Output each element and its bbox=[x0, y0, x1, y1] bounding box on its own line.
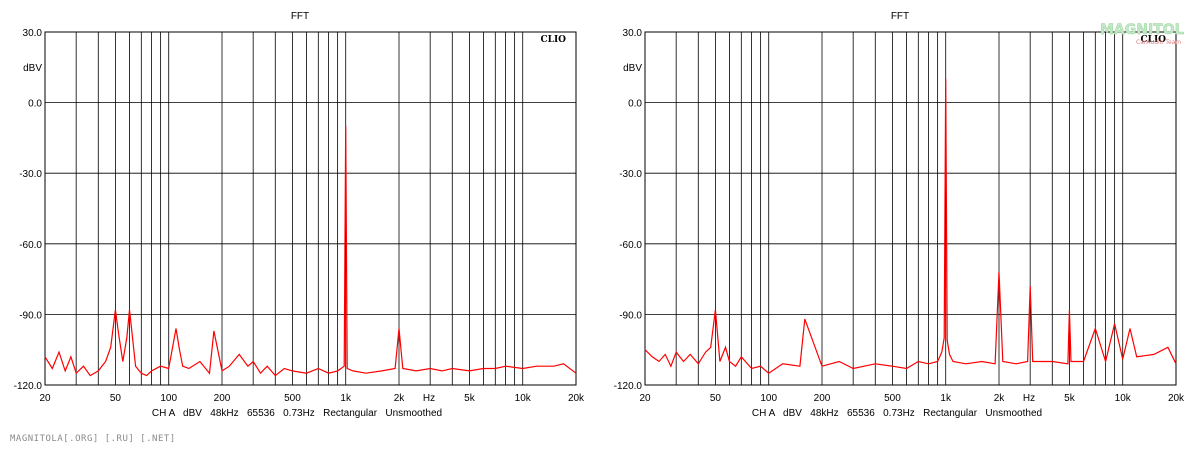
fft-chart-right-svg: FFT 30.0 0.0 -30.0 -60.0 -90.0 -120.0 20 50 100… bbox=[614, 11, 1185, 419]
clio-brand: CLIO bbox=[1140, 35, 1166, 45]
y-tick-label: 0.0 bbox=[628, 99, 642, 110]
x-tick-label: 5k bbox=[1064, 393, 1076, 404]
fft-chart-left: FFT 30.0 0.0 -30.0 -60.0 -90.0 -120.0 20 50 100… bbox=[0, 0, 600, 430]
logo-subtext: CarAudio Team bbox=[1136, 39, 1181, 46]
chart-footer: CH A dBV 48kHz 65536 0.73Hz Rectangular … bbox=[152, 408, 442, 419]
x-tick-label: 200 bbox=[814, 393, 831, 404]
y-tick-label: -90.0 bbox=[619, 310, 642, 321]
x-unit-label: Hz bbox=[423, 393, 435, 404]
x-tick-label: 20 bbox=[639, 393, 651, 404]
y-tick-label: 30.0 bbox=[23, 28, 43, 39]
y-tick-label: -90.0 bbox=[19, 310, 42, 321]
fft-chart-left-svg: FFT 30.0 0.0 -30.0 -60.0 -90.0 -120.0 20 50 100… bbox=[14, 11, 585, 419]
y-tick-label: 30.0 bbox=[623, 28, 643, 39]
fft-trace bbox=[644, 79, 1177, 374]
x-tick-label: 200 bbox=[214, 393, 231, 404]
y-tick-label: -120.0 bbox=[14, 381, 43, 392]
x-tick-label: 10k bbox=[1115, 393, 1132, 404]
chart-title: FFT bbox=[891, 11, 909, 22]
magnitola-logo: MAGNITOLA CarAudio Team bbox=[1100, 22, 1184, 46]
y-tick-label: -60.0 bbox=[19, 240, 42, 251]
x-tick-label: 50 bbox=[110, 393, 122, 404]
y-tick-label: -120.0 bbox=[614, 381, 643, 392]
clio-brand: CLIO bbox=[540, 35, 566, 45]
x-tick-label: 20k bbox=[568, 393, 585, 404]
x-unit-label: Hz bbox=[1023, 393, 1035, 404]
footer-watermark: MAGNITOLA[.ORG] [.RU] [.NET] bbox=[10, 434, 176, 444]
x-tick-label: 1k bbox=[340, 393, 352, 404]
y-tick-label: 0.0 bbox=[28, 99, 42, 110]
x-tick-label: 20 bbox=[39, 393, 51, 404]
y-tick-label: -60.0 bbox=[619, 240, 642, 251]
x-tick-label: 500 bbox=[284, 393, 301, 404]
x-tick-label: 10k bbox=[515, 393, 532, 404]
y-unit-label: dBV bbox=[623, 63, 642, 74]
x-tick-label: 50 bbox=[710, 393, 722, 404]
plot-frame bbox=[44, 31, 577, 386]
logo-text: MAGNITOLA bbox=[1100, 22, 1184, 38]
x-tick-label: 20k bbox=[1168, 393, 1185, 404]
x-tick-label: 100 bbox=[160, 393, 177, 404]
x-tick-label: 100 bbox=[760, 393, 777, 404]
chart-footer: CH A dBV 48kHz 65536 0.73Hz Rectangular … bbox=[752, 408, 1042, 419]
x-tick-label: 5k bbox=[464, 393, 476, 404]
y-tick-label: -30.0 bbox=[619, 169, 642, 180]
x-tick-label: 1k bbox=[940, 393, 952, 404]
y-tick-label: -30.0 bbox=[19, 169, 42, 180]
chart-title: FFT bbox=[291, 11, 309, 22]
plot-frame bbox=[644, 31, 1177, 386]
fft-trace bbox=[44, 126, 577, 377]
x-tick-label: 2k bbox=[994, 393, 1006, 404]
x-tick-label: 2k bbox=[394, 393, 406, 404]
x-tick-label: 500 bbox=[884, 393, 901, 404]
y-unit-label: dBV bbox=[23, 63, 42, 74]
fft-chart-right: FFT 30.0 0.0 -30.0 -60.0 -90.0 -120.0 20 50 100… bbox=[600, 0, 1200, 430]
